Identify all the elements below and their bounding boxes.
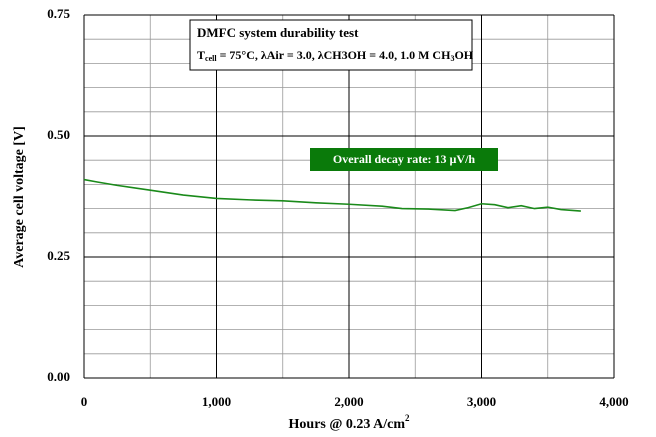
annotation-box [189, 19, 473, 71]
y-tick-label: 0.50 [47, 127, 70, 142]
annotation-sub: cell [205, 54, 217, 63]
annotation-part: OH [454, 48, 473, 62]
annotation-conditions: Tcell = 75°C, λAir = 3.0, λCH3OH = 4.0, … [197, 48, 474, 63]
grid [83, 14, 615, 379]
x-tick-label: 4,000 [599, 394, 628, 409]
x-tick-label: 0 [81, 394, 88, 409]
decay-box [310, 148, 498, 171]
x-axis-title: Hours @ 0.23 A/cm2 [289, 413, 410, 432]
x-axis-title-text: Hours @ 0.23 A/cm [289, 417, 406, 432]
x-tick-label: 2,000 [334, 394, 363, 409]
data-line [83, 178, 581, 212]
annotation-sub: 3 [450, 54, 454, 63]
annotation-part: = 75°C, λAir = 3.0, λCH3OH = 4.0, 1.0 M … [217, 48, 452, 62]
x-tick-label: 1,000 [202, 394, 231, 409]
annotation-title: DMFC system durability test [197, 25, 359, 40]
y-axis-title: Average cell voltage [V] [12, 126, 27, 268]
x-tick-label: 3,000 [467, 394, 496, 409]
x-axis-title-sup: 2 [405, 413, 410, 423]
decay-label: Overall decay rate: 13 µV/h [333, 152, 476, 166]
annotation-part: T [197, 48, 205, 62]
y-tick-label: 0.25 [47, 248, 70, 263]
y-tick-label: 0.75 [47, 6, 70, 21]
y-tick-label: 0.00 [47, 369, 70, 384]
